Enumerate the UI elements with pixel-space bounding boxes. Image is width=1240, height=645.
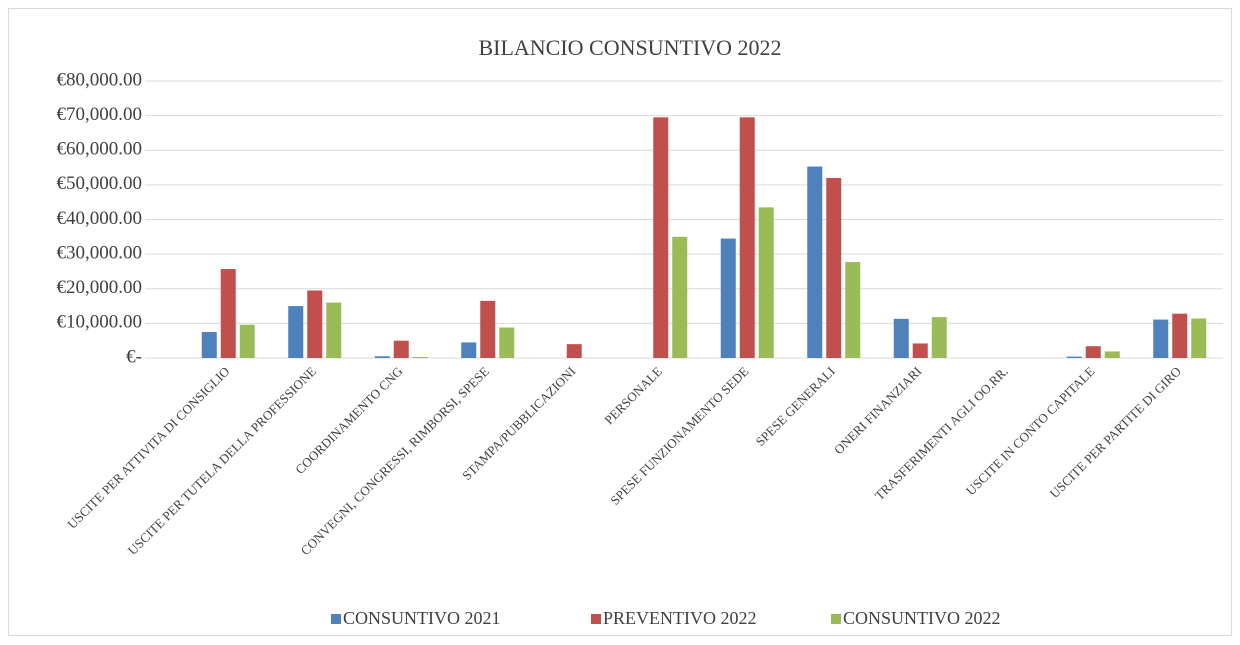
bar bbox=[758, 207, 774, 358]
bar bbox=[739, 117, 755, 358]
y-tick-label: €30,000.00 bbox=[57, 242, 143, 263]
chart-title: BILANCIO CONSUNTIVO 2022 bbox=[478, 35, 781, 60]
bar bbox=[374, 356, 390, 358]
bar bbox=[1085, 346, 1101, 358]
bar bbox=[1153, 319, 1169, 358]
legend-label: CONSUNTIVO 2021 bbox=[343, 608, 501, 628]
chart-frame bbox=[8, 8, 1232, 636]
legend-swatch bbox=[591, 614, 601, 624]
bar bbox=[1191, 318, 1207, 358]
bar bbox=[807, 166, 823, 358]
bar bbox=[239, 324, 255, 358]
bar bbox=[653, 117, 669, 358]
bar bbox=[912, 343, 928, 358]
bar bbox=[1066, 356, 1082, 358]
bar bbox=[893, 318, 909, 358]
y-tick-label: €40,000.00 bbox=[57, 208, 143, 229]
bar bbox=[845, 262, 861, 358]
bar bbox=[288, 306, 304, 358]
bar bbox=[931, 317, 947, 358]
y-tick-label: €70,000.00 bbox=[57, 104, 143, 125]
bar bbox=[412, 356, 428, 358]
legend-label: PREVENTIVO 2022 bbox=[603, 608, 757, 628]
bar bbox=[393, 340, 409, 358]
bar bbox=[326, 302, 342, 358]
y-tick-label: €- bbox=[126, 346, 142, 367]
y-tick-label: €50,000.00 bbox=[57, 173, 143, 194]
y-tick-label: €20,000.00 bbox=[57, 277, 143, 298]
bar bbox=[672, 236, 688, 358]
y-tick-label: €60,000.00 bbox=[57, 139, 143, 160]
bar bbox=[201, 332, 217, 358]
bar bbox=[461, 342, 477, 358]
bar bbox=[499, 327, 515, 358]
legend-swatch bbox=[331, 614, 341, 624]
bar bbox=[307, 290, 323, 358]
bar bbox=[220, 269, 236, 358]
bar bbox=[1172, 313, 1188, 358]
y-tick-label: €80,000.00 bbox=[57, 69, 143, 90]
bar bbox=[480, 300, 496, 358]
legend-label: CONSUNTIVO 2022 bbox=[843, 608, 1001, 628]
legend-swatch bbox=[831, 614, 841, 624]
y-tick-label: €10,000.00 bbox=[57, 312, 143, 333]
bar bbox=[826, 177, 842, 358]
bar bbox=[1104, 351, 1120, 358]
bar bbox=[566, 344, 582, 358]
bar bbox=[720, 238, 736, 358]
